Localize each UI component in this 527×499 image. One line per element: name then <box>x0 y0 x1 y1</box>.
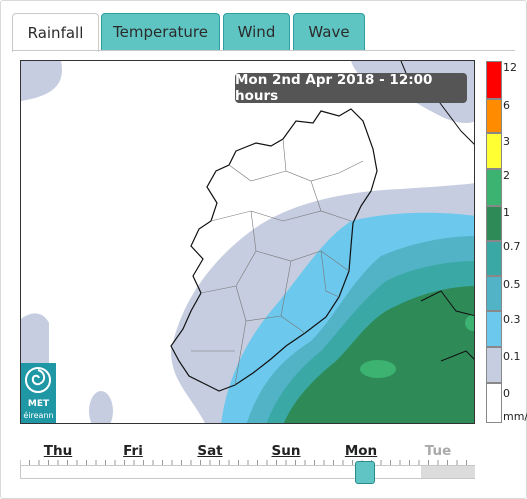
day-label-sun[interactable]: Sun <box>271 443 301 459</box>
tab-rainfall-label: Rainfall <box>27 24 84 42</box>
rain-spot-2b <box>465 315 474 331</box>
logo-eireann-text: éireann <box>23 411 54 420</box>
day-label-sat[interactable]: Sat <box>197 443 223 459</box>
rainfall-map[interactable]: Mon 2nd Apr 2018 - 12:00 hours MET éirea… <box>20 60 475 424</box>
legend-label-5: 1 <box>503 206 510 219</box>
legend-swatch-7 <box>486 276 502 311</box>
logo-met-text: MET <box>27 399 50 409</box>
legend-swatch-10 <box>486 383 502 423</box>
legend-label-6: 0.7 <box>503 240 521 253</box>
britain-outline <box>398 61 474 362</box>
legend-swatch-9 <box>486 347 502 383</box>
legend-label-8: 0.3 <box>503 313 521 326</box>
legend-swatch-1 <box>486 61 502 99</box>
county-borders <box>191 138 364 386</box>
rain-band-light <box>21 61 62 101</box>
day-label-mon[interactable]: Mon <box>344 443 378 459</box>
tab-divider <box>12 50 515 51</box>
tab-wave[interactable]: Wave <box>293 13 365 50</box>
legend-swatch-6 <box>486 241 502 276</box>
tab-temperature-label: Temperature <box>112 23 209 41</box>
day-label-thu[interactable]: Thu <box>43 443 73 459</box>
slider-track[interactable] <box>20 465 475 479</box>
rainfall-map-svg <box>21 61 474 423</box>
legend-label-3: 3 <box>503 135 510 148</box>
met-eireann-logo: MET éireann <box>21 363 56 423</box>
legend-swatch-3 <box>486 133 502 169</box>
rain-spot-2 <box>360 360 396 378</box>
legend-label-4: 2 <box>503 169 510 182</box>
met-eireann-swirl-icon <box>25 367 51 393</box>
slider-future-range <box>421 466 475 478</box>
legend-swatch-5 <box>486 206 502 241</box>
slider-handle[interactable] <box>355 461 375 484</box>
day-label-tue[interactable]: Tue <box>424 443 452 459</box>
legend-swatch-4 <box>486 169 502 206</box>
rain-band-1 <box>283 286 474 423</box>
legend-label-1: 12 <box>503 61 517 74</box>
rain-spot-light <box>89 391 113 423</box>
tab-wind-label: Wind <box>237 23 276 41</box>
legend-swatch-2 <box>486 99 502 133</box>
tab-rainfall[interactable]: Rainfall <box>12 13 99 52</box>
day-slider[interactable]: Thu Fri Sat Sun Mon Tue <box>20 440 476 485</box>
legend-unit: mm/ <box>503 410 527 423</box>
map-timestamp: Mon 2nd Apr 2018 - 12:00 hours <box>235 72 467 104</box>
tab-wave-label: Wave <box>308 23 350 41</box>
day-label-fri[interactable]: Fri <box>123 443 143 459</box>
legend-label-9: 0.1 <box>503 350 521 363</box>
tab-temperature[interactable]: Temperature <box>101 13 220 50</box>
slider-ticks <box>20 460 467 465</box>
ireland-outline <box>170 108 378 392</box>
legend-swatch-8 <box>486 311 502 347</box>
legend-label-2: 6 <box>503 99 510 112</box>
legend-label-10: 0 <box>503 387 510 400</box>
legend-label-7: 0.5 <box>503 278 521 291</box>
tab-wind[interactable]: Wind <box>223 13 290 50</box>
